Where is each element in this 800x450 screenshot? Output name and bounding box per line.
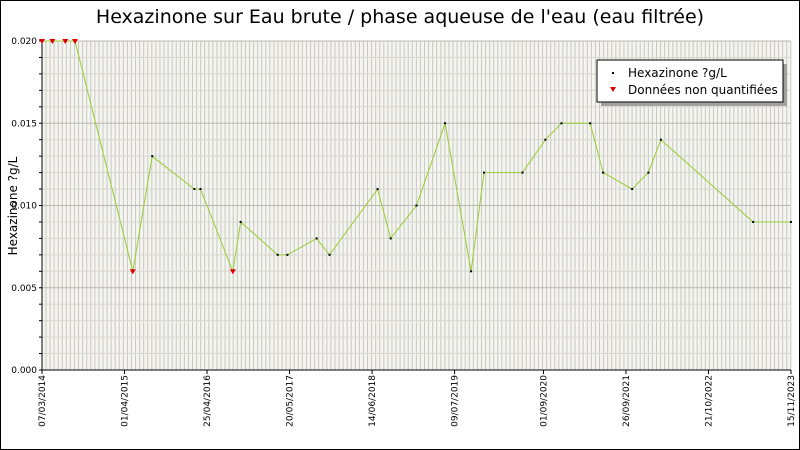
legend-items: Hexazinone ?g/L Données non quantifiées	[610, 66, 778, 97]
data-point	[151, 155, 154, 158]
series-layer	[39, 39, 792, 275]
y-tick-label: 0.000	[11, 366, 37, 376]
data-point	[544, 138, 547, 141]
series-line-hexazinone	[42, 40, 791, 274]
data-point	[470, 270, 473, 273]
data-point	[560, 122, 563, 125]
x-tick-label: 21/10/2022	[704, 375, 714, 427]
x-tick-label: 01/04/2015	[121, 375, 131, 427]
data-point	[315, 237, 318, 240]
data-point	[415, 204, 418, 207]
legend: Hexazinone ?g/L Données non quantifiées	[596, 59, 787, 106]
legend-label-hexazinone: Hexazinone ?g/L	[628, 66, 727, 80]
data-point	[602, 171, 605, 174]
data-point	[659, 138, 662, 141]
data-point	[521, 171, 524, 174]
chart-title: Hexazinone sur Eau brute / phase aqueuse…	[95, 6, 705, 28]
data-point	[389, 237, 392, 240]
data-point	[790, 220, 792, 223]
x-tick-label: 26/09/2021	[622, 375, 632, 427]
non-quantified-point	[39, 39, 45, 44]
x-tick-label: 14/06/2018	[368, 375, 378, 427]
non-quantified-point	[229, 269, 236, 275]
x-tick-label: 25/04/2016	[203, 375, 213, 427]
x-tick-label: 09/07/2019	[451, 375, 461, 427]
data-point	[328, 253, 331, 256]
y-tick-label: 0.020	[11, 37, 37, 47]
data-point	[647, 171, 650, 174]
non-quantified-point	[49, 39, 56, 44]
y-ticks: 0.000 0.005 0.010 0.015 0.020	[11, 37, 42, 376]
legend-marker-hexazinone	[612, 72, 614, 74]
y-axis-title: Hexazinone ?g/L	[6, 156, 20, 255]
data-point	[589, 122, 592, 125]
non-quantified-point	[129, 269, 136, 275]
data-point	[482, 171, 485, 174]
data-point	[286, 253, 289, 256]
legend-label-non-quantified: Données non quantifiées	[628, 83, 778, 97]
data-point	[752, 220, 755, 223]
legend-marker-non-quantified	[610, 87, 616, 92]
x-tick-label: 07/03/2014	[38, 375, 48, 427]
data-point	[631, 188, 634, 191]
data-point	[376, 188, 379, 191]
data-point	[276, 253, 279, 256]
data-point	[199, 188, 202, 191]
y-tick-label: 0.005	[11, 284, 37, 294]
x-tick-label: 01/09/2020	[539, 375, 549, 427]
x-ticks: 07/03/2014 01/04/2015 25/04/2016 20/05/2017…	[38, 370, 797, 427]
data-point	[444, 122, 447, 125]
x-tick-label: 15/11/2023	[787, 375, 797, 427]
y-tick-label: 0.015	[11, 119, 37, 129]
data-point	[193, 188, 196, 191]
data-point	[239, 220, 242, 223]
non-quantified-point	[62, 39, 69, 44]
non-quantified-point	[72, 39, 79, 44]
y-tick-label: 0.010	[11, 202, 37, 212]
legend-box	[596, 59, 784, 103]
x-tick-label: 20/05/2017	[286, 375, 296, 427]
